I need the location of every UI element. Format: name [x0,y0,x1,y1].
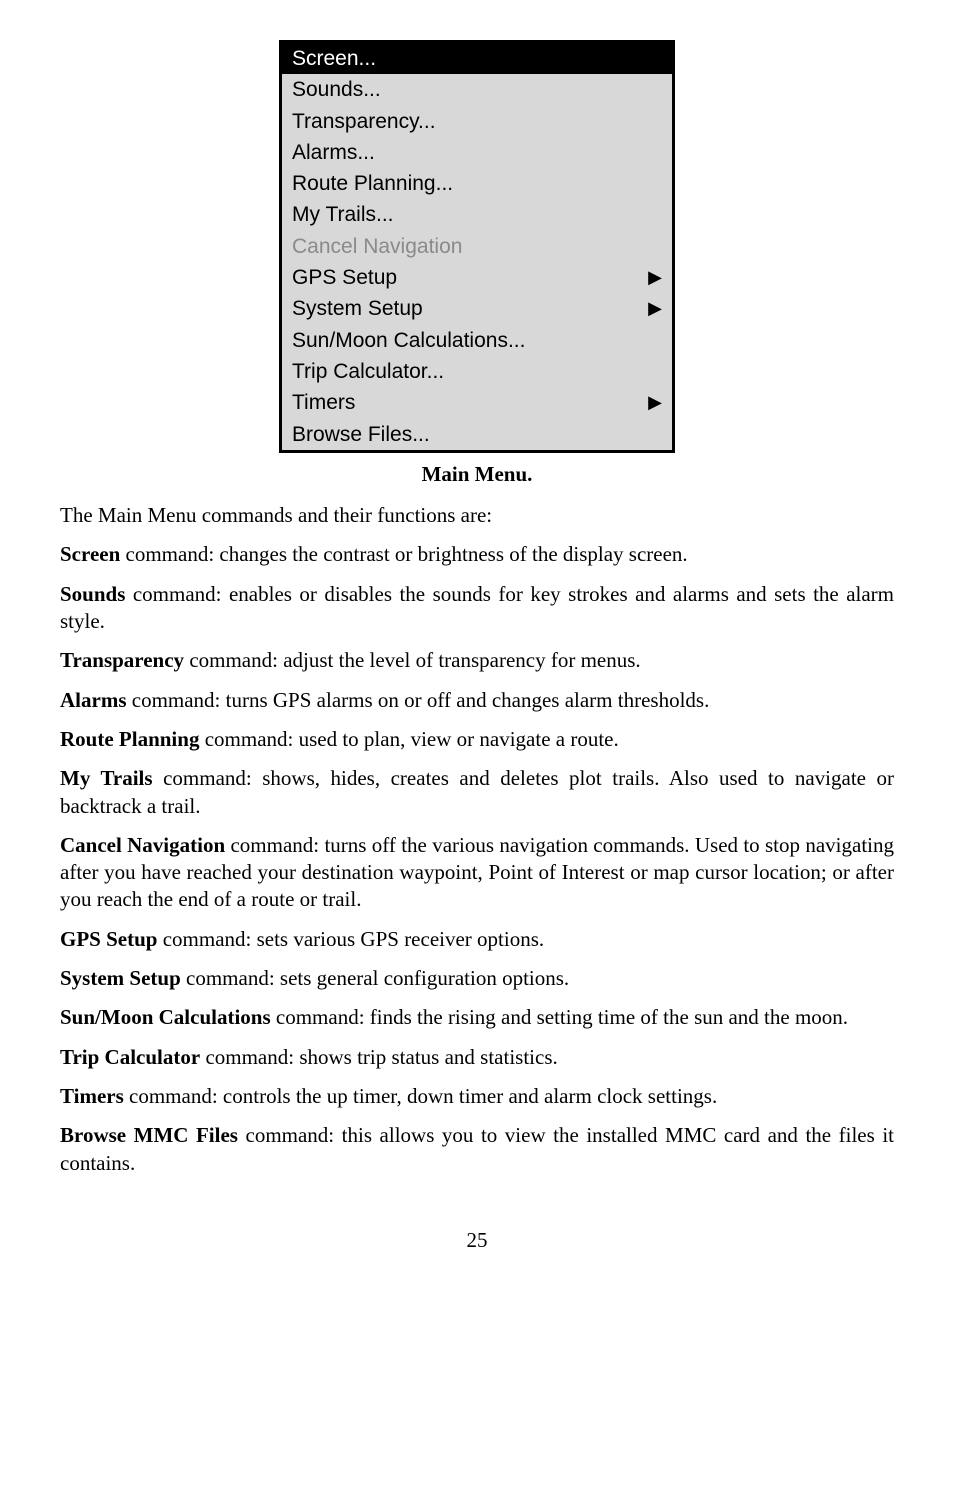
menu-item[interactable]: Alarms... [282,137,672,168]
command-text: command: shows, hides, creates and delet… [60,766,894,817]
submenu-arrow-icon: ▶ [648,266,662,289]
menu-item[interactable]: My Trails... [282,199,672,230]
menu-item-label: Route Planning... [292,170,453,197]
menu-item[interactable]: System Setup ▶ [282,293,672,324]
menu-item[interactable]: Cancel Navigation [282,231,672,262]
command-text: command: shows trip status and statistic… [200,1045,558,1069]
commands-list: Screen command: changes the contrast or … [60,541,894,1176]
menu-item-label: Sun/Moon Calculations... [292,327,525,354]
menu-item-label: Browse Files... [292,421,430,448]
command-name: Transparency [60,648,184,672]
command-name: Alarms [60,688,127,712]
command-description: Alarms command: turns GPS alarms on or o… [60,687,894,714]
menu-item-label: Alarms... [292,139,375,166]
command-description: Browse MMC Files command: this allows yo… [60,1122,894,1177]
menu-item-label: GPS Setup [292,264,397,291]
command-text: command: sets various GPS receiver optio… [157,927,544,951]
intro-paragraph: The Main Menu commands and their functio… [60,502,894,529]
page-number: 25 [60,1227,894,1254]
command-name: Trip Calculator [60,1045,200,1069]
menu-item[interactable]: Sun/Moon Calculations... [282,325,672,356]
submenu-arrow-icon: ▶ [648,297,662,320]
menu-item-label: Trip Calculator... [292,358,444,385]
command-text: command: turns GPS alarms on or off and … [127,688,710,712]
command-text: command: adjust the level of transparenc… [184,648,641,672]
command-description: Sun/Moon Calculations command: finds the… [60,1004,894,1031]
command-name: Screen [60,542,120,566]
menu-item[interactable]: Route Planning... [282,168,672,199]
command-description: Route Planning command: used to plan, vi… [60,726,894,753]
command-text: command: sets general configuration opti… [181,966,569,990]
menu-item-label: Transparency... [292,108,436,135]
command-description: Screen command: changes the contrast or … [60,541,894,568]
command-description: Cancel Navigation command: turns off the… [60,832,894,914]
menu-item-label: My Trails... [292,201,394,228]
command-text: command: changes the contrast or brightn… [120,542,687,566]
command-name: Cancel Navigation [60,833,225,857]
command-text: command: controls the up timer, down tim… [124,1084,717,1108]
menu-item-label: Timers [292,389,355,416]
menu-item-label: Sounds... [292,76,381,103]
command-name: Browse MMC Files [60,1123,238,1147]
command-name: Sounds [60,582,125,606]
command-name: Route Planning [60,727,199,751]
command-description: GPS Setup command: sets various GPS rece… [60,926,894,953]
menu-item-label: Screen... [292,45,376,72]
main-menu-box: Screen... Sounds... Transparency... Alarms.… [279,40,675,453]
menu-item-label: System Setup [292,295,423,322]
menu-item[interactable]: Transparency... [282,106,672,137]
menu-screenshot: Screen... Sounds... Transparency... Alarms.… [60,40,894,453]
command-text: command: used to plan, view or navigate … [199,727,618,751]
command-name: Sun/Moon Calculations [60,1005,271,1029]
menu-item[interactable]: Screen... [282,43,672,74]
command-description: Timers command: controls the up timer, d… [60,1083,894,1110]
command-name: System Setup [60,966,181,990]
command-description: My Trails command: shows, hides, creates… [60,765,894,820]
menu-item[interactable]: Trip Calculator... [282,356,672,387]
menu-item[interactable]: Timers ▶ [282,387,672,418]
command-name: Timers [60,1084,124,1108]
command-name: My Trails [60,766,153,790]
menu-item[interactable]: Sounds... [282,74,672,105]
command-description: Transparency command: adjust the level o… [60,647,894,674]
menu-item[interactable]: GPS Setup ▶ [282,262,672,293]
command-description: System Setup command: sets general confi… [60,965,894,992]
command-text: command: finds the rising and setting ti… [271,1005,848,1029]
command-description: Sounds command: enables or disables the … [60,581,894,636]
menu-item[interactable]: Browse Files... [282,419,672,450]
figure-caption: Main Menu. [60,461,894,488]
command-name: GPS Setup [60,927,157,951]
command-text: command: enables or disables the sounds … [60,582,894,633]
command-description: Trip Calculator command: shows trip stat… [60,1044,894,1071]
submenu-arrow-icon: ▶ [648,391,662,414]
menu-item-label: Cancel Navigation [292,233,462,260]
